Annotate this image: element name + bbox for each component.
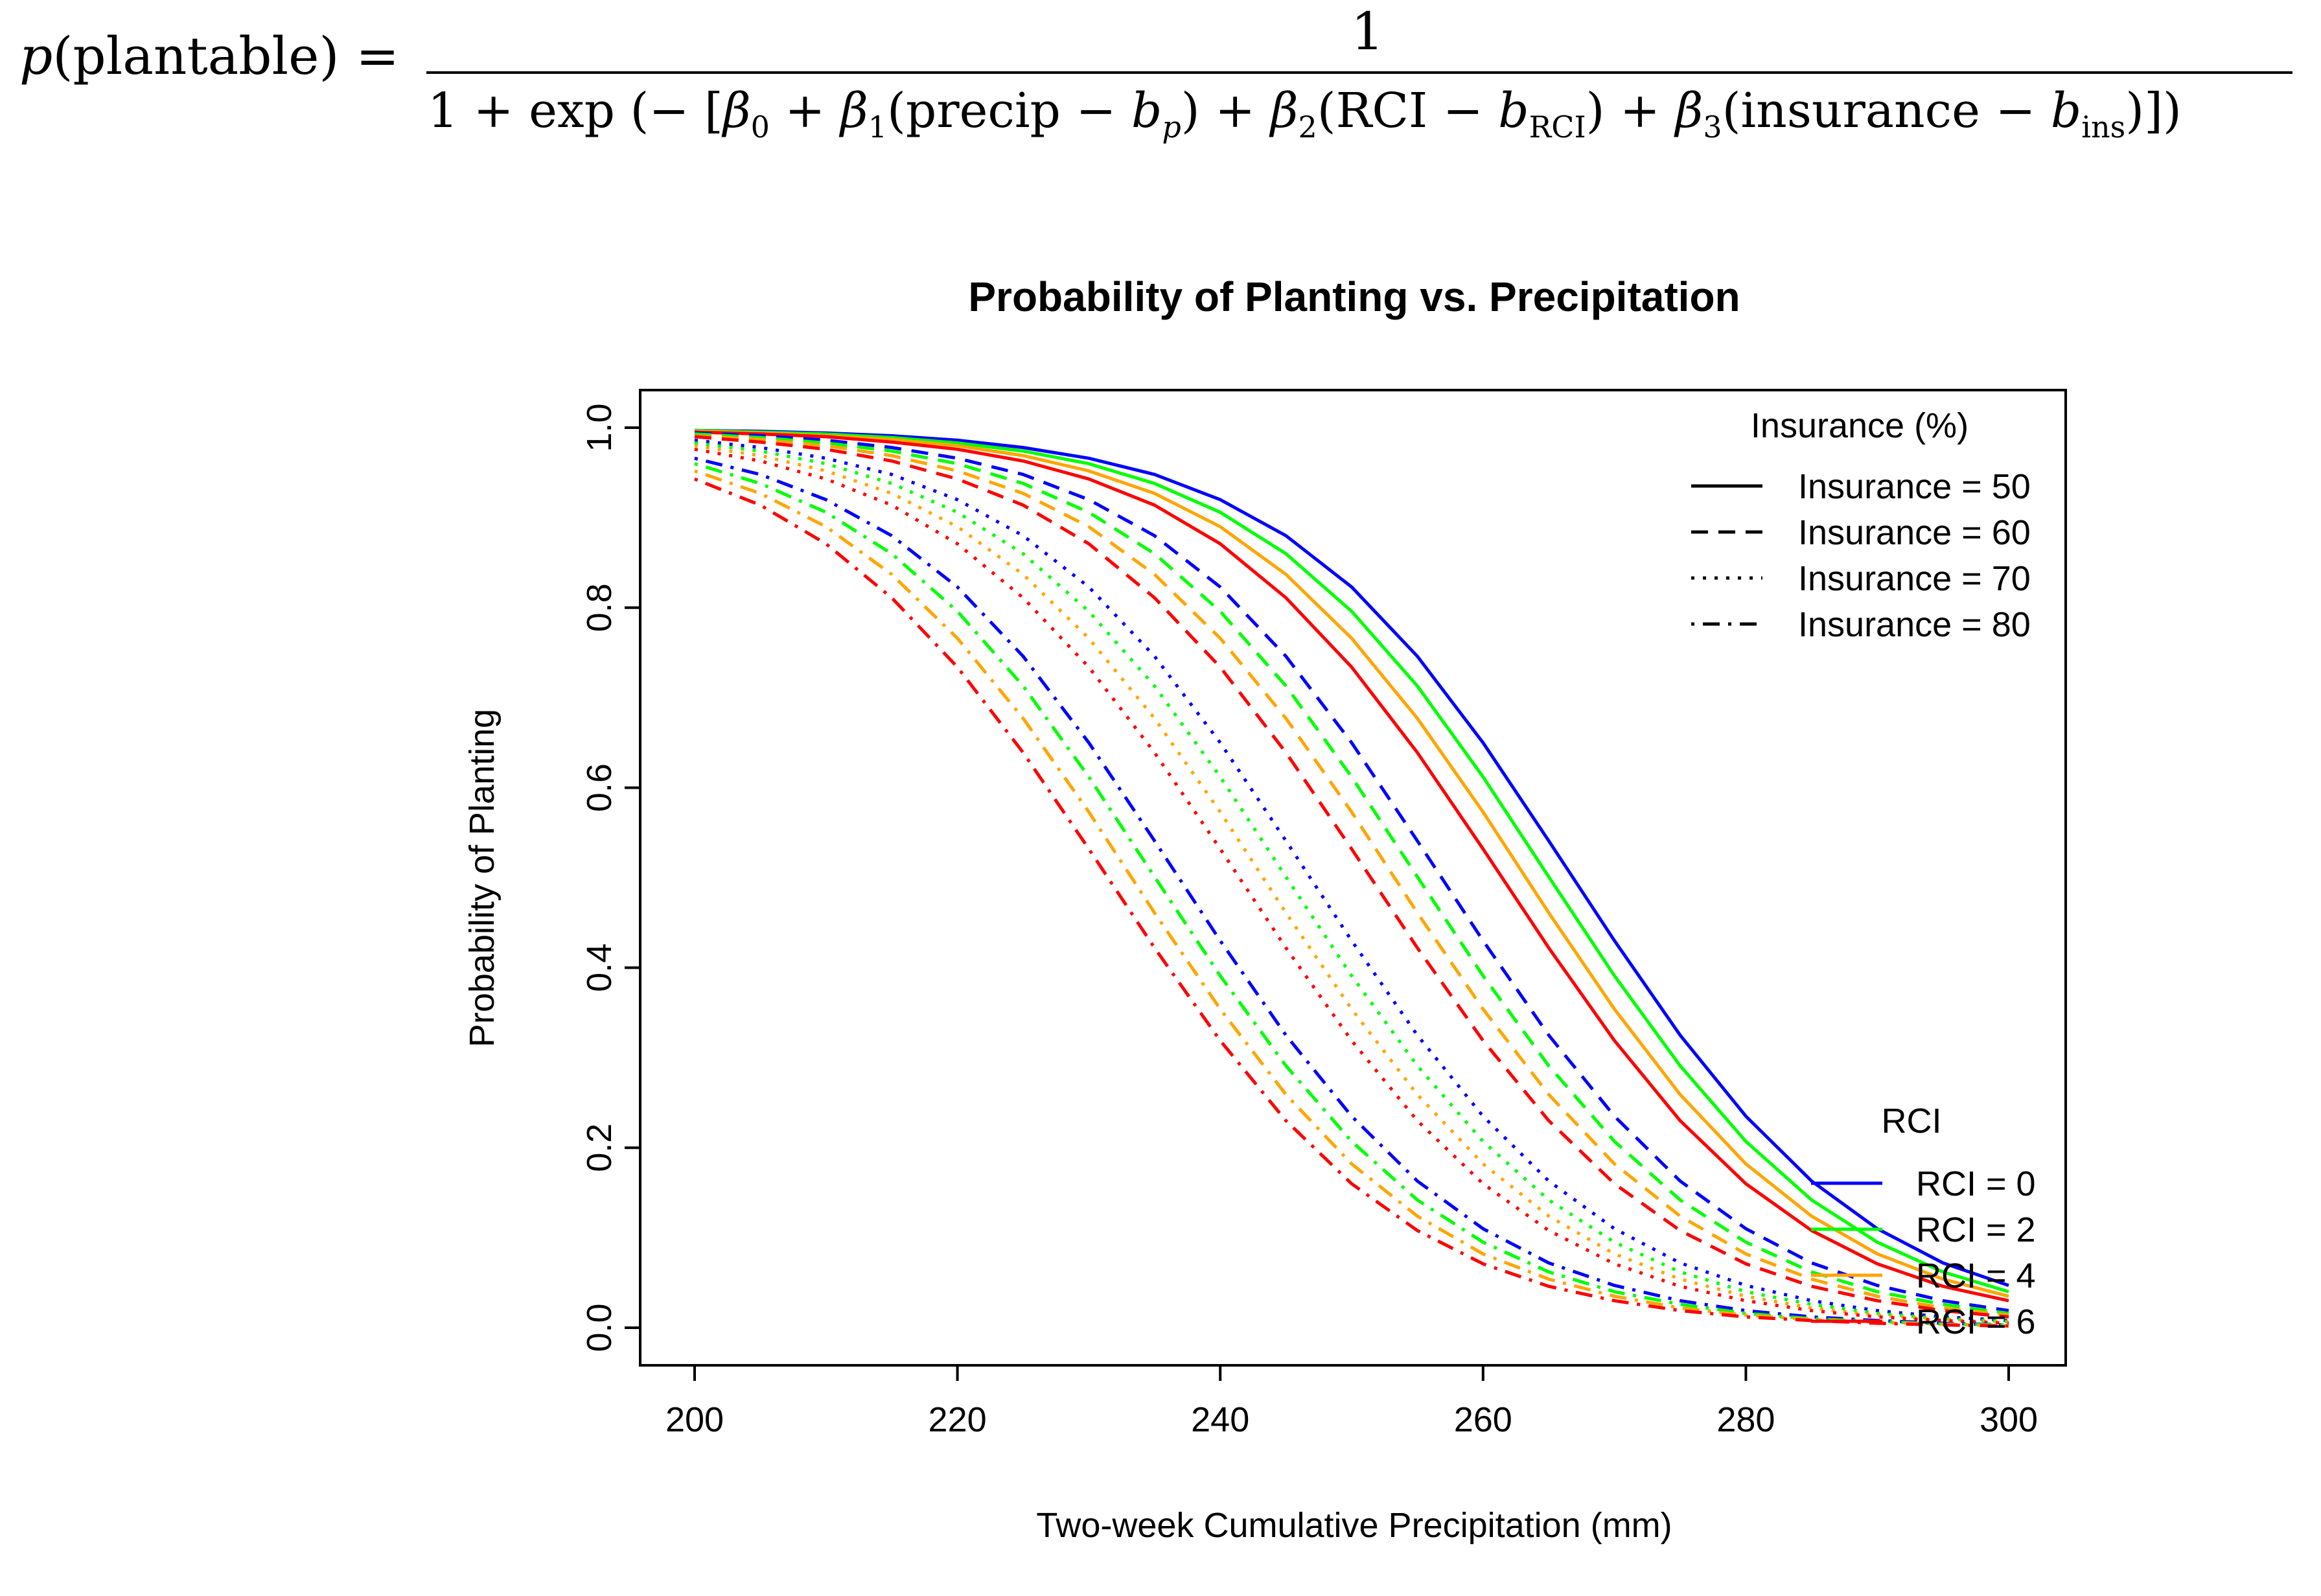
x-tick-label: 240 <box>1191 1400 1249 1439</box>
legend-rci-label: RCI = 2 <box>1916 1210 2036 1249</box>
legend-insurance-label: Insurance = 50 <box>1798 467 2031 506</box>
series-line-ins50-rci2 <box>694 428 2009 1293</box>
formula-denominator: 1 + exp (− [β0 + β1(precip − bp) + β2(RC… <box>428 83 2182 145</box>
series-line-ins70-rci0 <box>694 438 2009 1323</box>
series-line-ins80-rci6 <box>694 477 2009 1328</box>
formula-lhs: p(plantable) = <box>19 26 400 86</box>
y-tick-label: 0.0 <box>580 1303 619 1352</box>
formula-fraction-bar <box>426 71 2292 74</box>
legend-rci: RCI RCI = 0 RCI = 2 RCI = 4 RCI = 6 <box>1811 1102 2036 1341</box>
series-line-ins50-rci4 <box>694 430 2009 1298</box>
legend-insurance: Insurance (%) Insurance = 50 Insurance = … <box>1691 406 2031 644</box>
y-axis-label: Probability of Planting <box>463 709 502 1047</box>
legend-insurance-title: Insurance (%) <box>1751 406 1969 445</box>
series-line-ins70-rci2 <box>694 441 2009 1323</box>
y-tick-label: 0.8 <box>580 583 619 632</box>
series-line-ins60-rci4 <box>694 434 2009 1317</box>
series-line-ins60-rci0 <box>694 431 2009 1313</box>
legend-insurance-label: Insurance = 60 <box>1798 513 2031 552</box>
series-line-ins80-rci0 <box>694 456 2009 1327</box>
x-tick-label: 280 <box>1716 1400 1775 1439</box>
legend-rci-label: RCI = 0 <box>1916 1164 2036 1203</box>
x-tick-label: 220 <box>929 1400 987 1439</box>
legend-rci-label: RCI = 6 <box>1916 1302 2036 1341</box>
formula: p(plantable) = 1 1 + exp (− [β0 + β1(pre… <box>0 0 2321 194</box>
chart-title: Probability of Planting vs. Precipitatio… <box>968 273 1740 320</box>
x-tick-label: 200 <box>665 1400 724 1439</box>
legend-insurance-label: Insurance = 70 <box>1798 559 2031 598</box>
series-line-ins60-rci6 <box>694 435 2009 1319</box>
series-line-ins50-rci6 <box>694 430 2009 1302</box>
x-axis-label: Two-week Cumulative Precipitation (mm) <box>1036 1506 1672 1545</box>
series-line-ins80-rci2 <box>694 462 2009 1327</box>
series-line-ins80-rci4 <box>694 469 2009 1328</box>
y-tick-label: 1.0 <box>580 403 619 452</box>
x-tick-label: 260 <box>1454 1400 1512 1439</box>
series-line-ins70-rci6 <box>694 447 2009 1325</box>
y-tick-label: 0.6 <box>580 763 619 812</box>
y-tick-label: 0.4 <box>580 943 619 992</box>
series-line-ins50-rci0 <box>694 428 2009 1288</box>
y-tick-label: 0.2 <box>580 1124 619 1172</box>
x-tick-label: 300 <box>1980 1400 2038 1439</box>
legend-insurance-label: Insurance = 80 <box>1798 605 2031 644</box>
legend-rci-title: RCI <box>1882 1102 1942 1140</box>
legend-rci-label: RCI = 4 <box>1916 1256 2036 1295</box>
series-line-ins60-rci2 <box>694 432 2009 1315</box>
